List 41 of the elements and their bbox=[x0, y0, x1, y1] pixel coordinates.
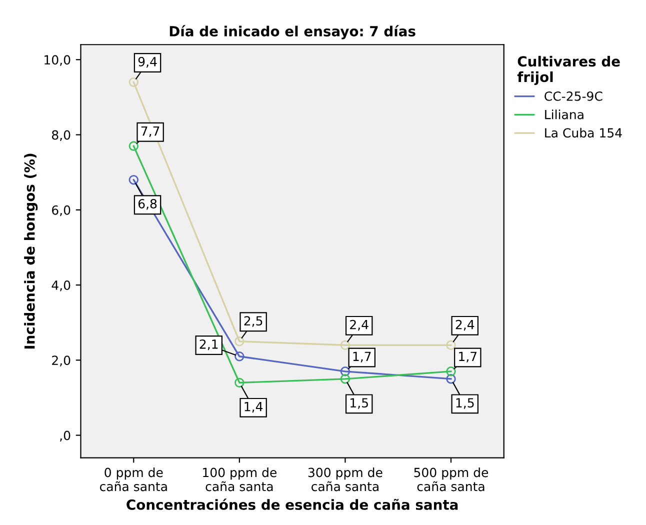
data-label: 2,4 bbox=[456, 320, 474, 331]
point bbox=[234, 336, 244, 346]
legend-label: La Cuba 154 bbox=[545, 128, 622, 138]
point bbox=[128, 77, 139, 88]
x-tick-label: 300 ppm de caña santa bbox=[308, 468, 382, 492]
data-label: 2,4 bbox=[350, 320, 368, 331]
point bbox=[128, 141, 139, 151]
y-tick-label: ,0 bbox=[60, 430, 70, 442]
data-label: 1,5 bbox=[350, 398, 368, 409]
point bbox=[234, 352, 244, 362]
x-tick-label: 100 ppm de caña santa bbox=[203, 468, 276, 492]
point bbox=[340, 366, 350, 376]
legend-title: Cultivares de frijol bbox=[517, 56, 620, 85]
data-label: 2,1 bbox=[200, 339, 218, 350]
legend-label: Liliana bbox=[545, 110, 584, 120]
data-label: 1,4 bbox=[244, 402, 263, 413]
point bbox=[340, 340, 350, 350]
data-label: 7,7 bbox=[141, 126, 160, 138]
legend-label: CC-25-9C bbox=[544, 91, 602, 101]
point bbox=[446, 374, 456, 384]
data-label: 2,5 bbox=[244, 316, 262, 327]
x-axis-title: Concentraciónes de esencia de caña santa bbox=[126, 498, 458, 510]
data-label: 1,7 bbox=[353, 352, 371, 362]
data-label: 6,8 bbox=[138, 199, 157, 210]
y-tick-label: 6,0 bbox=[52, 205, 70, 216]
y-axis-title: Incidencia de hongos (%) bbox=[24, 154, 38, 349]
x-tick-label: 500 ppm de caña santa bbox=[414, 468, 488, 492]
chart-title: Día de inicado el ensayo: 7 días bbox=[170, 25, 416, 40]
data-label: 9,4 bbox=[138, 56, 157, 68]
data-label: 1,7 bbox=[459, 352, 477, 362]
y-tick-label: 4,0 bbox=[52, 280, 70, 292]
y-tick-label: 8,0 bbox=[52, 130, 70, 141]
point bbox=[234, 378, 244, 388]
y-tick-label: 2,0 bbox=[52, 356, 70, 366]
point bbox=[446, 340, 456, 350]
point bbox=[340, 374, 350, 384]
y-tick-label: 10,0 bbox=[44, 55, 70, 66]
point bbox=[446, 366, 456, 376]
x-tick-label: 0 ppm de caña santa bbox=[100, 468, 167, 492]
point bbox=[128, 174, 139, 185]
data-label: 1,5 bbox=[456, 398, 474, 409]
